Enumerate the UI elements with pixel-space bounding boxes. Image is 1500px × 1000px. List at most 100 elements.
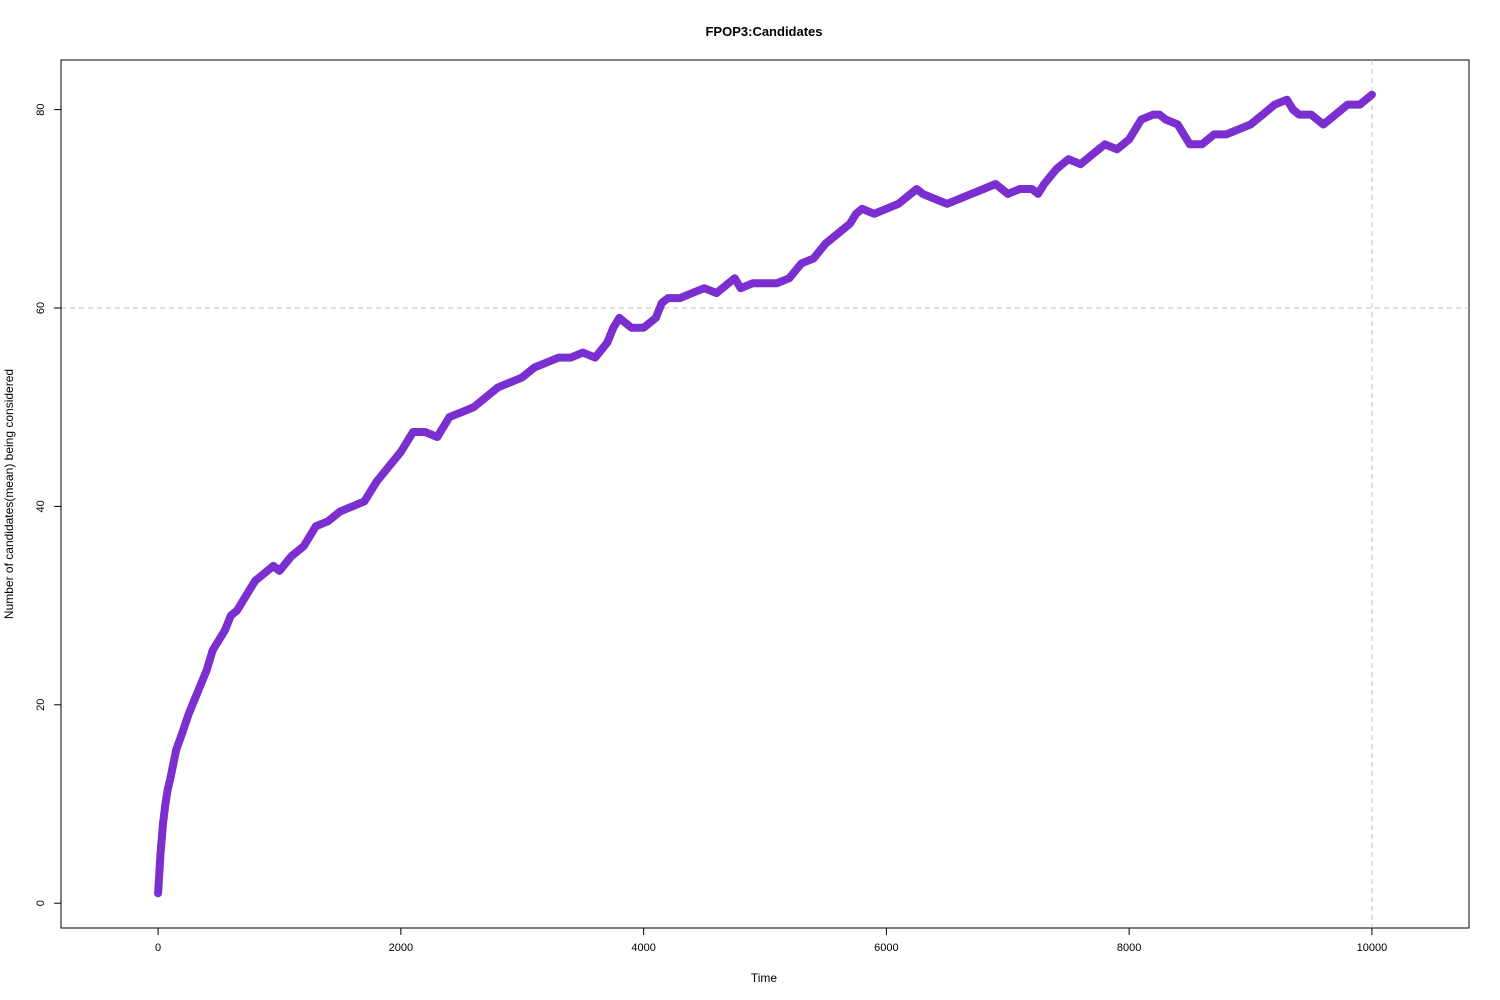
data-point [155, 890, 162, 897]
data-point [1156, 111, 1163, 118]
data-point [853, 210, 859, 217]
data-point [160, 820, 166, 827]
data-point [567, 354, 574, 361]
data-point [410, 429, 416, 435]
data-point [167, 776, 174, 783]
data-point [658, 300, 665, 306]
data-point [191, 696, 198, 703]
data-point [731, 275, 738, 282]
data-point [164, 786, 171, 793]
data-point [1308, 111, 1315, 118]
x-tick-label: 10000 [1357, 942, 1388, 954]
data-point [434, 434, 441, 440]
data-point [749, 280, 756, 287]
data-point [1004, 190, 1011, 197]
data-point [847, 220, 853, 227]
data-point [349, 503, 356, 510]
data-point [156, 870, 163, 877]
data-point [895, 200, 902, 207]
data-point [197, 682, 204, 688]
data-point [913, 186, 920, 192]
data-point [1344, 101, 1351, 108]
data-point [1332, 111, 1339, 118]
data-point [944, 200, 951, 207]
data-point [859, 205, 866, 212]
data-point [980, 186, 987, 192]
reference-lines [61, 60, 1469, 928]
data-point [1053, 166, 1060, 173]
x-tick-label: 6000 [874, 942, 898, 954]
data-point [992, 181, 999, 187]
x-tick-label: 0 [155, 942, 161, 954]
data-point [300, 543, 307, 550]
x-tick-label: 2000 [389, 942, 413, 954]
data-point [1186, 141, 1193, 148]
data-point [871, 210, 878, 217]
data-point [209, 647, 216, 654]
data-point [173, 746, 180, 753]
x-tick-label: 4000 [631, 942, 655, 954]
data-point [1035, 190, 1042, 197]
data-point [1368, 91, 1375, 98]
y-tick-label: 80 [35, 103, 47, 115]
data-point [385, 463, 392, 470]
data-point [1138, 116, 1145, 123]
data-point [616, 314, 623, 321]
data-point [628, 324, 635, 331]
data-point [640, 324, 647, 331]
data-point [968, 190, 975, 197]
data-point [1223, 131, 1230, 138]
data-point [713, 290, 720, 297]
data-point [677, 295, 683, 302]
data-point [482, 394, 489, 401]
y-tick-label: 40 [35, 500, 47, 512]
data-point [762, 280, 768, 287]
data-point [610, 324, 617, 331]
data-point [312, 523, 319, 530]
data-point [337, 508, 344, 515]
data-point [1271, 101, 1278, 108]
data-point [397, 448, 404, 455]
data-point [592, 354, 599, 361]
y-axis-label: Number of candidates(mean) being conside… [2, 369, 16, 619]
y-tick-label: 20 [35, 699, 47, 711]
data-point [246, 587, 253, 594]
x-axis: 0 2000 4000 6000 8000 10000 [155, 927, 1388, 954]
data-point [264, 567, 271, 574]
data-point [1320, 121, 1327, 128]
data-point [1077, 161, 1084, 168]
data-point [1235, 126, 1242, 133]
data-point [1065, 156, 1072, 163]
data-point [470, 404, 477, 411]
data-point [907, 190, 914, 197]
data-point [725, 280, 732, 287]
data-point [1016, 186, 1023, 192]
data-point [185, 711, 192, 718]
data-point [1290, 106, 1296, 113]
data-point [234, 607, 240, 614]
data-point [495, 384, 501, 391]
data-point [203, 667, 210, 674]
data-point [604, 339, 611, 346]
data-point [1089, 151, 1096, 158]
chart-title: FPOP3:Candidates [705, 24, 822, 39]
data-point [543, 359, 550, 366]
data-point [1259, 111, 1266, 118]
data-point [252, 577, 259, 584]
data-point [240, 597, 247, 604]
data-point [774, 280, 781, 287]
data-point [1199, 141, 1205, 148]
data-point [579, 349, 586, 356]
data-point [221, 627, 228, 634]
data-point [834, 230, 841, 237]
data-point [919, 190, 926, 197]
data-point [446, 414, 453, 421]
data-point [1150, 111, 1157, 118]
data-point [157, 850, 164, 857]
data-point [664, 295, 671, 302]
series-line [154, 90, 1376, 898]
series-layer [154, 90, 1376, 898]
data-point [798, 260, 805, 267]
data-point [1029, 186, 1035, 192]
